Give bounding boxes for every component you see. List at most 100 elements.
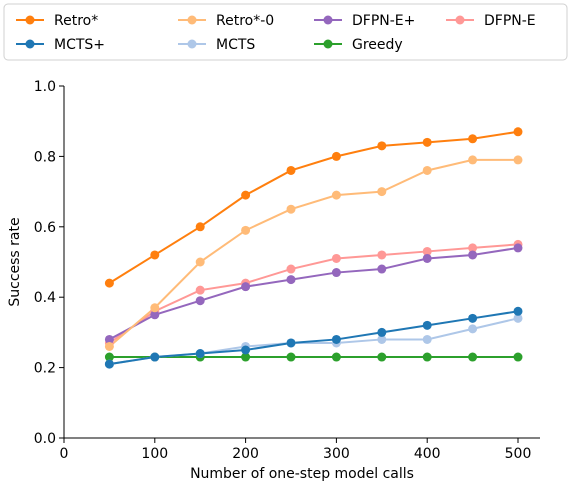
data-point-dfpn-e-plus: [241, 282, 251, 292]
data-point-mcts: [422, 334, 432, 344]
data-point-dfpn-e-plus: [377, 264, 387, 274]
series-line-dfpn-e-plus: [108, 246, 519, 341]
data-point-greedy: [104, 352, 114, 362]
data-point-retro-star-0: [286, 204, 296, 214]
data-point-mcts: [377, 334, 387, 344]
data-point-mcts-plus: [468, 313, 478, 323]
data-point-dfpn-e: [331, 253, 341, 263]
legend-label: MCTS+: [54, 37, 105, 53]
data-point-mcts-plus: [286, 338, 296, 348]
legend-label: Greedy: [352, 37, 403, 53]
series-line-dfpn-e: [108, 243, 519, 344]
legend-swatch-marker: [455, 15, 465, 25]
plot-area: 0 100 200 300 400 500 0.0 0.2 0.4 0.6 0.8 1.0: [34, 79, 540, 462]
data-point-retro-star: [377, 141, 387, 151]
series-line-retro-star: [108, 130, 519, 284]
data-point-retro-star-0: [377, 187, 387, 197]
data-point-mcts-plus: [241, 345, 251, 355]
data-point-dfpn-e-plus: [195, 296, 205, 306]
data-point-retro-star-0: [150, 303, 160, 313]
data-point-greedy: [286, 352, 296, 362]
data-point-retro-star-0: [331, 190, 341, 200]
data-point-retro-star: [286, 165, 296, 175]
legend-swatch-marker: [187, 15, 197, 25]
x-tick-label: 200: [232, 446, 259, 462]
legend-swatch-marker: [25, 15, 35, 25]
data-point-retro-star: [195, 222, 205, 232]
data-point-greedy: [377, 352, 387, 362]
data-point-dfpn-e: [377, 250, 387, 260]
legend-entry-mcts: MCTS: [178, 37, 255, 53]
series-line-mcts-plus: [109, 310, 519, 366]
data-point-retro-star: [468, 134, 478, 144]
y-axis-label: Success rate: [7, 217, 23, 306]
data-point-dfpn-e-plus: [104, 334, 114, 344]
data-point-retro-star: [150, 250, 160, 260]
series-line-retro-star-0: [108, 158, 518, 348]
data-point-dfpn-e-plus: [468, 250, 478, 260]
legend-entry-mcts-plus: MCTS+: [16, 37, 105, 53]
data-point-dfpn-e: [195, 285, 205, 295]
data-point-dfpn-e: [468, 243, 478, 253]
data-point-retro-star-0: [241, 225, 251, 235]
data-point-retro-star: [104, 278, 114, 288]
legend-swatch-marker: [187, 39, 197, 49]
legend-entry-greedy: Greedy: [314, 37, 403, 53]
y-tick-label: 0.0: [34, 431, 56, 447]
data-point-greedy: [513, 352, 523, 362]
data-point-dfpn-e-plus: [286, 275, 296, 285]
y-tick-label: 0.6: [34, 220, 56, 236]
data-point-dfpn-e-plus: [150, 310, 160, 320]
legend-entry-retro-star-0: Retro*-0: [178, 13, 274, 29]
data-point-retro-star-0: [513, 155, 523, 165]
data-point-mcts-plus: [377, 327, 387, 337]
x-tick-label: 300: [323, 446, 350, 462]
legend-label: DFPN-E: [484, 13, 536, 29]
data-point-mcts-plus: [195, 349, 205, 359]
x-axis-label: Number of one-step model calls: [190, 466, 414, 482]
legend-entry-dfpn-e-plus: DFPN-E+: [314, 13, 415, 29]
legend-label: DFPN-E+: [352, 13, 415, 29]
data-point-mcts-plus: [150, 352, 160, 362]
y-tick-label: 1.0: [34, 79, 56, 95]
x-tick-label: 400: [414, 446, 441, 462]
data-point-dfpn-e: [422, 246, 432, 256]
data-point-greedy: [422, 352, 432, 362]
legend-label: Retro*-0: [216, 13, 274, 29]
x-tick-label: 500: [505, 446, 532, 462]
x-tick-label: 100: [141, 446, 168, 462]
data-point-retro-star: [422, 137, 432, 147]
data-point-greedy: [468, 352, 478, 362]
data-point-mcts-plus: [422, 320, 432, 330]
data-point-mcts-plus: [331, 334, 341, 344]
y-tick-label: 0.4: [34, 290, 56, 306]
data-point-mcts: [513, 313, 523, 323]
data-point-dfpn-e-plus: [422, 253, 432, 263]
legend-frame: [3, 3, 568, 61]
data-point-retro-star: [241, 190, 251, 200]
data-point-retro-star-0: [104, 341, 114, 351]
data-point-retro-star-0: [195, 257, 205, 267]
legend-entry-retro-star: Retro*: [16, 13, 98, 29]
legend-label: Retro*: [54, 13, 98, 29]
x-tick-label: 0: [60, 446, 69, 462]
legend-swatch-marker: [323, 39, 333, 49]
data-point-retro-star-0: [468, 155, 478, 165]
y-tick-label: 0.8: [34, 149, 56, 165]
data-point-dfpn-e-plus: [331, 268, 341, 278]
legend: Retro* Retro*-0 DFPN-E+ DFPN-E MCTS+ MCTS Gree…: [3, 3, 568, 61]
data-point-retro-star-0: [422, 165, 432, 175]
legend-label: MCTS: [216, 37, 255, 53]
legend-swatch-marker: [323, 15, 333, 25]
data-point-mcts-plus: [513, 306, 523, 316]
legend-swatch-marker: [25, 39, 35, 49]
data-point-dfpn-e-plus: [513, 243, 523, 253]
data-point-dfpn-e: [286, 264, 296, 274]
data-point-retro-star: [331, 151, 341, 161]
data-point-retro-star: [513, 127, 523, 137]
data-point-mcts-plus: [104, 359, 114, 369]
data-point-greedy: [331, 352, 341, 362]
y-tick-label: 0.2: [34, 361, 56, 377]
legend-entry-dfpn-e: DFPN-E: [446, 13, 536, 29]
